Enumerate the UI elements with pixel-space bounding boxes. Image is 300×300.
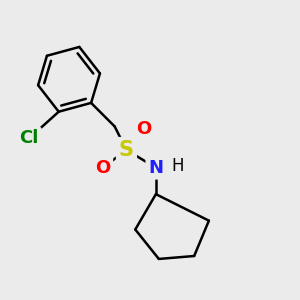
Text: O: O — [95, 159, 110, 177]
Text: S: S — [119, 140, 134, 160]
Text: N: N — [148, 159, 164, 177]
Text: O: O — [136, 120, 152, 138]
Text: N: N — [148, 159, 164, 177]
Text: Cl: Cl — [20, 129, 39, 147]
Text: H: H — [172, 157, 184, 175]
